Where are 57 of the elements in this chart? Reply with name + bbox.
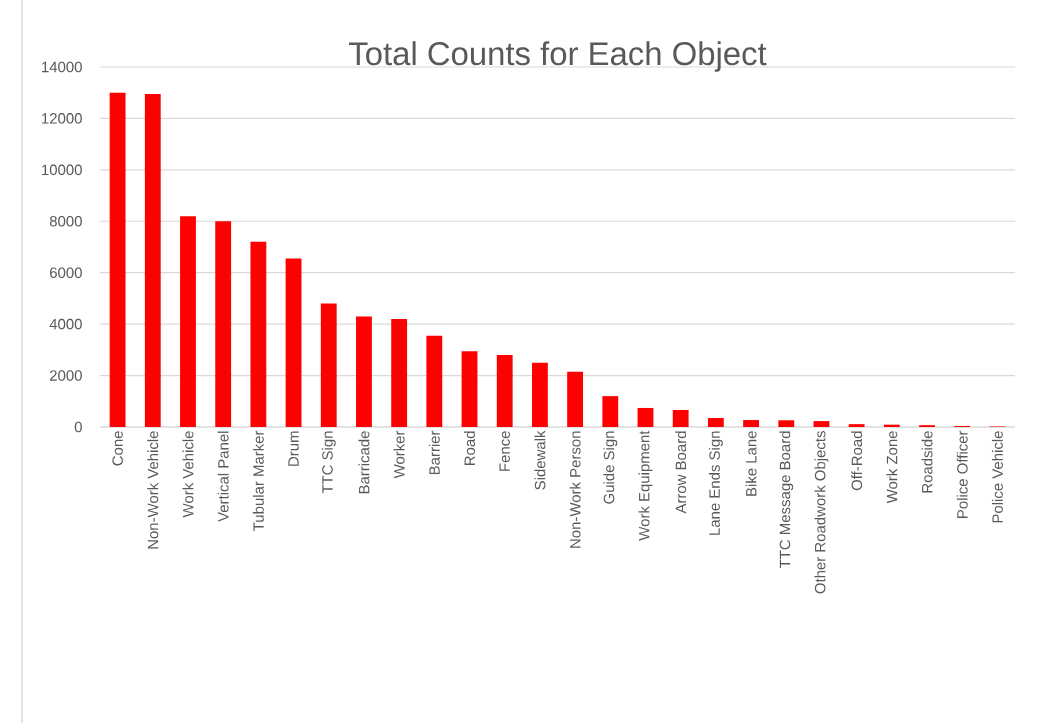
bar <box>707 417 724 427</box>
bar <box>144 93 161 427</box>
x-tick-label: Off-Road <box>851 431 863 491</box>
bar <box>180 216 196 427</box>
bar <box>320 303 337 427</box>
x-tick-label: Drum <box>288 431 299 466</box>
x-tick-label: Work Equipment <box>638 430 653 541</box>
bar <box>567 371 584 427</box>
y-tick-label: 14000 <box>42 61 82 73</box>
bar <box>461 351 478 427</box>
x-tick-label: Work Zone <box>886 431 898 504</box>
bar <box>532 362 548 427</box>
x-tick-label: Vertical Panel <box>217 431 229 522</box>
x-tick-label: Cone <box>112 431 123 466</box>
x-tick-label: Sidewalk <box>534 430 546 490</box>
y-tick-label: 2000 <box>49 370 82 381</box>
x-tick-label: Lane Ends Sign <box>708 431 723 535</box>
x-tick-label: Barrier <box>428 430 440 475</box>
y-tick-label: 10000 <box>42 164 82 176</box>
x-tick-label: TTC Message Board <box>779 431 794 569</box>
x-tick-label: Police Vehicle <box>991 431 1003 523</box>
x-tick-label: Bike Lane <box>745 431 757 496</box>
bar <box>778 420 795 427</box>
bar <box>356 316 372 427</box>
x-tick-label: Road <box>464 431 476 466</box>
bar <box>109 92 126 427</box>
x-tick-label: Work Vehicle <box>182 431 194 518</box>
bar <box>426 335 443 427</box>
x-tick-label: Tubular Marker <box>252 430 264 531</box>
x-tick-label: Police Officer <box>956 430 968 518</box>
bar <box>391 318 408 427</box>
y-tick-label: 12000 <box>42 113 82 124</box>
bar <box>602 396 619 427</box>
x-tick-label: Other Roadwork Objects <box>814 431 829 594</box>
x-tick-label: Worker <box>393 430 405 479</box>
bar <box>285 258 302 427</box>
x-tick-label: Non-Work Person <box>569 431 581 548</box>
x-tick-label: TTC Sign <box>321 431 336 494</box>
y-tick-label: 6000 <box>50 267 82 278</box>
bar <box>250 241 267 427</box>
bar <box>672 410 689 427</box>
bar <box>743 420 759 427</box>
chart-title: Total Counts for Each Object <box>349 41 767 72</box>
x-tick-label: Guide Sign <box>603 431 618 504</box>
y-tick-label: 8000 <box>49 215 82 227</box>
x-tick-label: Barricade <box>358 431 370 494</box>
bar <box>813 421 830 427</box>
bar <box>215 221 232 427</box>
bar <box>848 424 865 427</box>
bar <box>637 407 654 427</box>
x-tick-label: Non-Work Vehicle <box>147 431 159 549</box>
x-tick-label: Fence <box>499 431 510 471</box>
x-tick-label: Roadside <box>921 431 933 493</box>
y-tick-label: 0 <box>74 421 82 433</box>
x-tick-label: Arrow Board <box>675 431 687 514</box>
y-tick-label: 4000 <box>49 318 82 330</box>
bar <box>496 354 513 427</box>
